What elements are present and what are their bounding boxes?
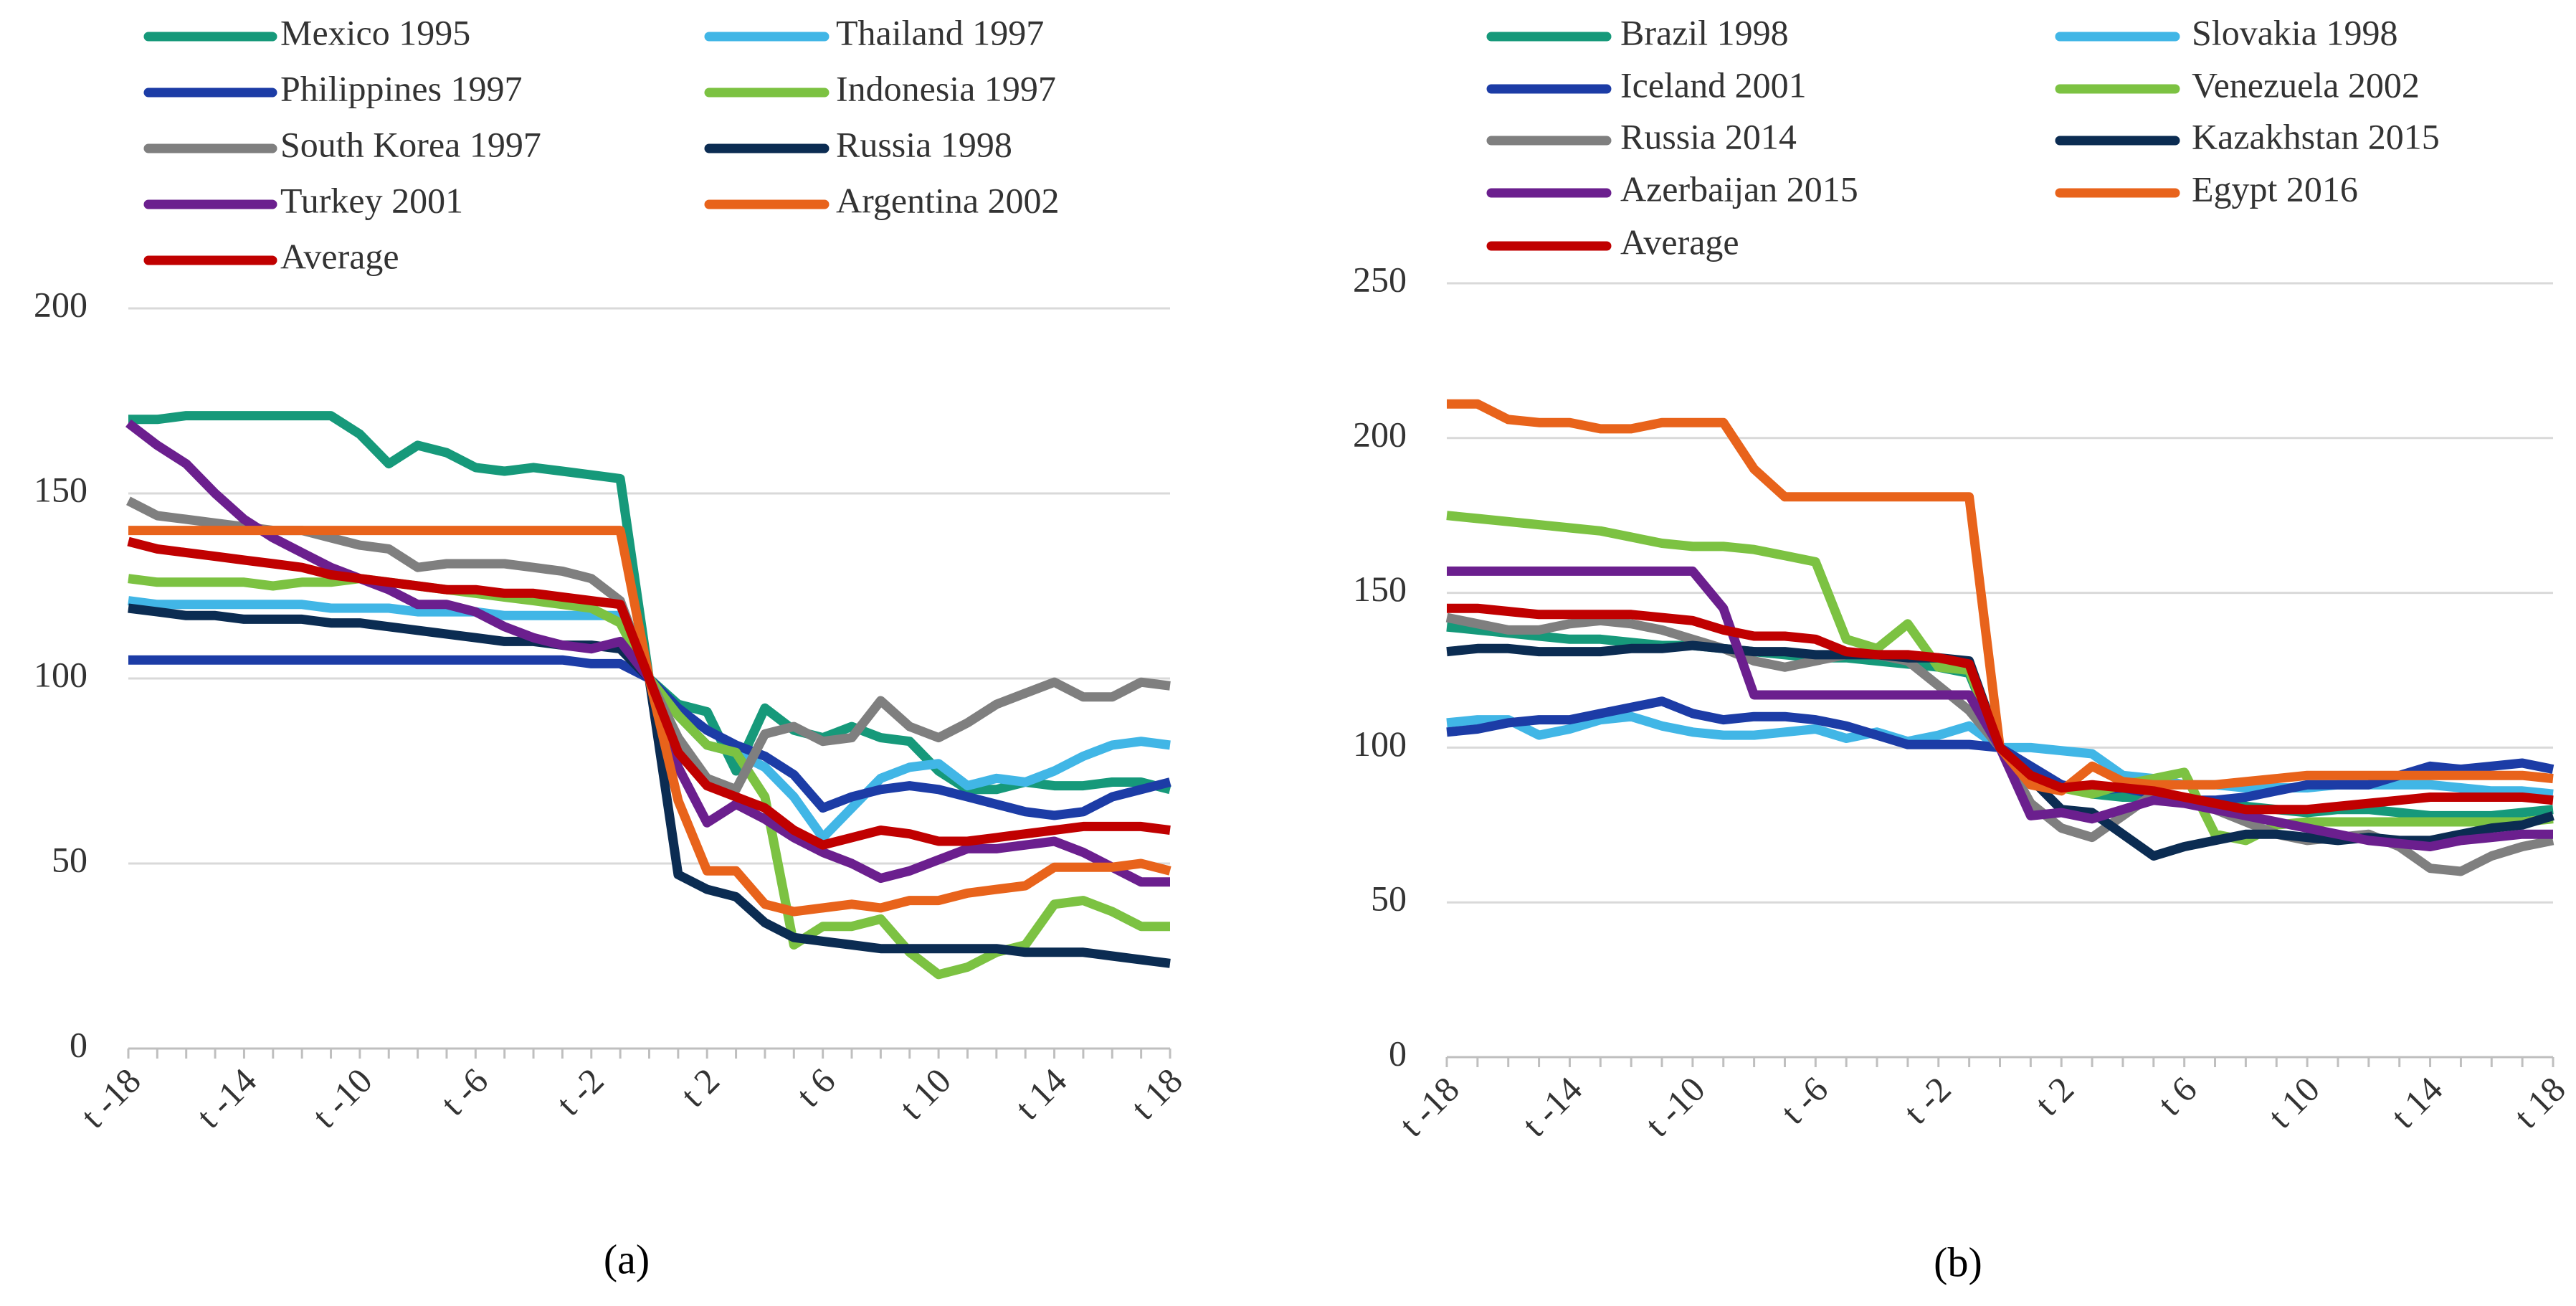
y-tick-label: 200 xyxy=(34,284,87,324)
x-tick-label: t 2 xyxy=(2027,1069,2081,1123)
caption: (b) xyxy=(1934,1239,1982,1285)
series-line xyxy=(128,596,1171,843)
series-line xyxy=(1447,603,2554,815)
x-tick-label: t -10 xyxy=(304,1060,379,1135)
series-line xyxy=(1446,511,2554,846)
legend-label: Brazil 1998 xyxy=(1620,12,1789,52)
legend-label: Thailand 1997 xyxy=(836,12,1044,52)
x-tick-label: t -10 xyxy=(1637,1069,1712,1144)
series-line xyxy=(1447,399,2554,796)
caption: (a) xyxy=(604,1236,650,1282)
y-tick-label: 200 xyxy=(1353,414,1407,454)
x-tick-label: t -18 xyxy=(72,1060,148,1135)
legend-label: Egypt 2016 xyxy=(2192,169,2358,209)
y-tick-label: 100 xyxy=(1353,724,1407,764)
x-tick-label: t 10 xyxy=(891,1060,959,1127)
legend-label: South Korea 1997 xyxy=(280,124,541,164)
x-tick-label: t 6 xyxy=(2150,1069,2205,1123)
legend-label: Azerbaijan 2015 xyxy=(1620,169,1858,209)
x-tick-label: t -2 xyxy=(548,1060,612,1123)
legend-label: Iceland 2001 xyxy=(1620,65,1807,105)
legend-label: Mexico 1995 xyxy=(280,12,470,52)
legend-label: Slovakia 1998 xyxy=(2192,12,2397,52)
x-tick-label: t 18 xyxy=(1123,1060,1190,1127)
legend-label: Venezuela 2002 xyxy=(2192,65,2420,105)
legend-label: Kazakhstan 2015 xyxy=(2192,116,2440,156)
x-tick-label: t 14 xyxy=(2383,1069,2451,1136)
legend-label: Philippines 1997 xyxy=(280,68,523,108)
legend-label: Russia 2014 xyxy=(1620,116,1797,156)
x-tick-label: t 6 xyxy=(789,1060,843,1115)
series-line xyxy=(127,536,1171,850)
x-tick-label: t -6 xyxy=(433,1060,496,1123)
x-tick-label: t -14 xyxy=(189,1060,264,1135)
legend-label: Russia 1998 xyxy=(836,124,1012,164)
y-tick-label: 50 xyxy=(52,839,87,879)
x-tick-label: t -18 xyxy=(1391,1069,1466,1144)
y-tick-label: 250 xyxy=(1353,259,1407,299)
legend-label: Average xyxy=(1620,222,1739,262)
y-tick-label: 100 xyxy=(34,654,87,694)
y-tick-label: 50 xyxy=(1371,879,1407,919)
x-tick-label: t 2 xyxy=(672,1060,727,1115)
x-tick-label: t -6 xyxy=(1773,1069,1836,1132)
legend-label: Average xyxy=(280,236,399,276)
x-tick-label: t 18 xyxy=(2506,1069,2573,1136)
x-tick-label: t -14 xyxy=(1514,1069,1589,1144)
legend-label: Argentina 2002 xyxy=(836,180,1060,220)
x-tick-label: t 10 xyxy=(2260,1069,2327,1136)
x-tick-label: t -2 xyxy=(1896,1069,1959,1132)
y-tick-label: 150 xyxy=(34,469,87,509)
x-tick-label: t 14 xyxy=(1007,1060,1075,1127)
legend-label: Indonesia 1997 xyxy=(836,68,1056,108)
y-tick-label: 150 xyxy=(1353,569,1407,609)
y-tick-label: 0 xyxy=(1389,1033,1407,1073)
legend-label: Turkey 2001 xyxy=(280,180,463,220)
y-tick-label: 0 xyxy=(70,1024,87,1064)
